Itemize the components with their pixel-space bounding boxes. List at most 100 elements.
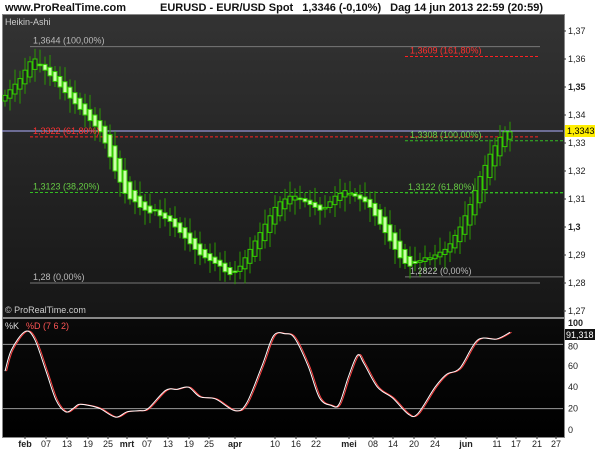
- candle-body: [382, 216, 388, 234]
- candle-body: [412, 260, 418, 264]
- candle-body: [457, 226, 463, 243]
- candle-body: [77, 97, 83, 110]
- candle-body: [152, 208, 158, 212]
- candle-body: [502, 131, 508, 148]
- candle-body: [147, 205, 153, 214]
- candle-body: [462, 215, 468, 235]
- candle-body: [402, 248, 408, 264]
- x-tick-label: 13: [163, 439, 173, 449]
- candle-body: [432, 254, 438, 260]
- x-tick-label: feb: [18, 439, 32, 449]
- header-info: EURUSD - EUR/USD Spot 1,3346 (-0,10%) Da…: [160, 2, 543, 14]
- candle-body: [257, 232, 263, 250]
- fib-label: 1,3308 (100,00%): [410, 130, 482, 140]
- y-tick-label: 1,27: [568, 306, 586, 316]
- candle-body: [122, 169, 128, 194]
- candle-body: [82, 103, 88, 116]
- x-tick-label: 25: [103, 439, 113, 449]
- fib-label: 1,3122 (61,80%): [408, 182, 475, 192]
- candle-body: [282, 198, 288, 210]
- candle-body: [42, 63, 48, 71]
- stoch-d-line: [6, 330, 512, 418]
- candle-body: [497, 136, 503, 157]
- fib-label: 1,3322 (61,80%): [33, 126, 100, 136]
- candle-body: [392, 232, 398, 250]
- stoch-d-label: %D (7 6 2): [26, 321, 69, 331]
- y-tick-label: 1,35: [568, 82, 586, 92]
- price-badge: 1,3343: [567, 126, 595, 136]
- candle-body: [12, 83, 18, 95]
- candle-body: [27, 61, 33, 78]
- candle-body: [242, 257, 248, 270]
- candle-body: [97, 120, 103, 133]
- candle-body: [197, 243, 203, 256]
- candle-body: [347, 192, 353, 196]
- candle-body: [167, 215, 173, 222]
- candle-body: [32, 58, 38, 70]
- fib-label: 1,28 (0,00%): [33, 272, 85, 282]
- stoch-y-label: 60: [568, 361, 578, 371]
- site-name[interactable]: www.ProRealTime.com: [5, 2, 127, 14]
- indicator-label: Heikin-Ashi: [5, 17, 51, 27]
- candle-body: [172, 218, 178, 228]
- candle-body: [132, 189, 138, 203]
- candle-body: [442, 248, 448, 256]
- candle-body: [137, 195, 143, 208]
- stochastic-panel[interactable]: [2, 318, 565, 438]
- x-tick-label: 14: [388, 439, 398, 449]
- candle-body: [407, 255, 413, 267]
- candle-body: [52, 71, 58, 82]
- candle-body: [237, 265, 243, 272]
- x-tick-label: apr: [228, 439, 243, 449]
- stoch-badge-bg: [565, 329, 595, 340]
- candle-body: [487, 153, 493, 179]
- y-tick-label: 1,29: [568, 250, 586, 260]
- candle-body: [202, 248, 208, 259]
- candle-body: [322, 206, 328, 210]
- fib-label: 1,3609 (161,80%): [410, 45, 482, 55]
- candle-body: [267, 215, 273, 233]
- period-info: Dag 14 jun 2013 22:59 (20:59): [390, 2, 543, 14]
- x-tick-label: 08: [368, 439, 378, 449]
- candle-body: [127, 181, 133, 200]
- fib-label: 1,3123 (38,20%): [33, 182, 100, 192]
- stoch-k-line: [4, 330, 511, 418]
- y-tick-label: 1,37: [568, 26, 586, 36]
- stoch-y-label: 80: [568, 341, 578, 351]
- x-tick-label: 25: [204, 439, 214, 449]
- candle-body: [327, 201, 333, 208]
- x-tick-label: 19: [184, 439, 194, 449]
- price-panel[interactable]: [2, 14, 565, 318]
- candle-body: [177, 222, 183, 234]
- candle-body: [92, 114, 98, 127]
- x-tick-label: 20: [409, 439, 419, 449]
- x-tick-label: 11: [492, 439, 501, 449]
- candle-body: [157, 209, 163, 217]
- y-tick-label: 1,33: [568, 138, 586, 148]
- stoch-y-label: 20: [568, 404, 578, 414]
- stoch-y-label: 100: [568, 318, 583, 328]
- candle-body: [162, 212, 168, 220]
- x-tick-label: 07: [41, 439, 51, 449]
- candle-body: [467, 204, 473, 226]
- candle-body: [492, 145, 498, 167]
- last-price: 1,3346 (-0,10%): [302, 2, 382, 14]
- candle-body: [247, 248, 253, 264]
- x-tick-label: 13: [62, 439, 72, 449]
- candle-body: [437, 251, 443, 258]
- candle-body: [212, 256, 218, 264]
- candle-body: [207, 253, 213, 262]
- candle-body: [182, 227, 188, 239]
- candle-body: [332, 195, 338, 206]
- candle-body: [72, 92, 78, 105]
- candle-body: [472, 190, 478, 216]
- candle-body: [107, 134, 113, 158]
- candle-body: [17, 78, 23, 90]
- candle-body: [477, 176, 483, 204]
- candle-body: [452, 234, 458, 249]
- candle-body: [102, 125, 108, 144]
- x-tick-label: 10: [270, 439, 280, 449]
- candle-body: [312, 201, 318, 208]
- candle-body: [62, 81, 68, 94]
